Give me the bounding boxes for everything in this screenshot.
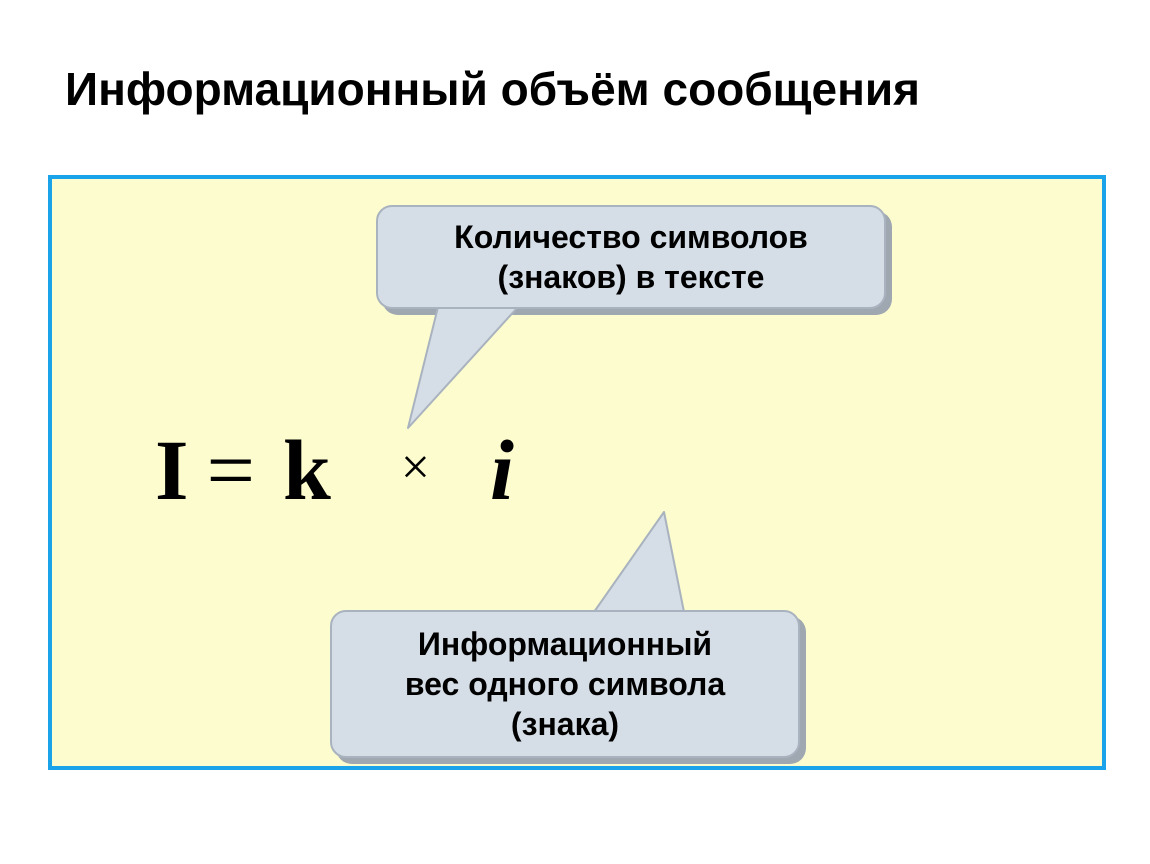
- slide: Информационный объём сообщения Количеств…: [0, 0, 1150, 864]
- formula-i: i: [490, 420, 514, 520]
- callout-bottom-line1: Информационный: [418, 626, 712, 662]
- callout-bottom: Информационный вес одного символа (знака…: [330, 610, 800, 758]
- callout-bottom-line3: (знака): [511, 706, 619, 742]
- formula-k: k: [283, 420, 331, 520]
- callout-top-line1: Количество символов: [454, 219, 808, 255]
- formula-I: I: [155, 420, 188, 520]
- callout-top: Количество символов (знаков) в тексте: [376, 205, 886, 309]
- slide-title: Информационный объём сообщения: [65, 62, 920, 116]
- formula: I = k × i: [155, 420, 514, 520]
- formula-multiply: ×: [401, 438, 430, 497]
- callout-top-line2: (знаков) в тексте: [498, 259, 765, 295]
- callout-bottom-line2: вес одного символа: [405, 666, 725, 702]
- formula-equals: =: [206, 420, 255, 520]
